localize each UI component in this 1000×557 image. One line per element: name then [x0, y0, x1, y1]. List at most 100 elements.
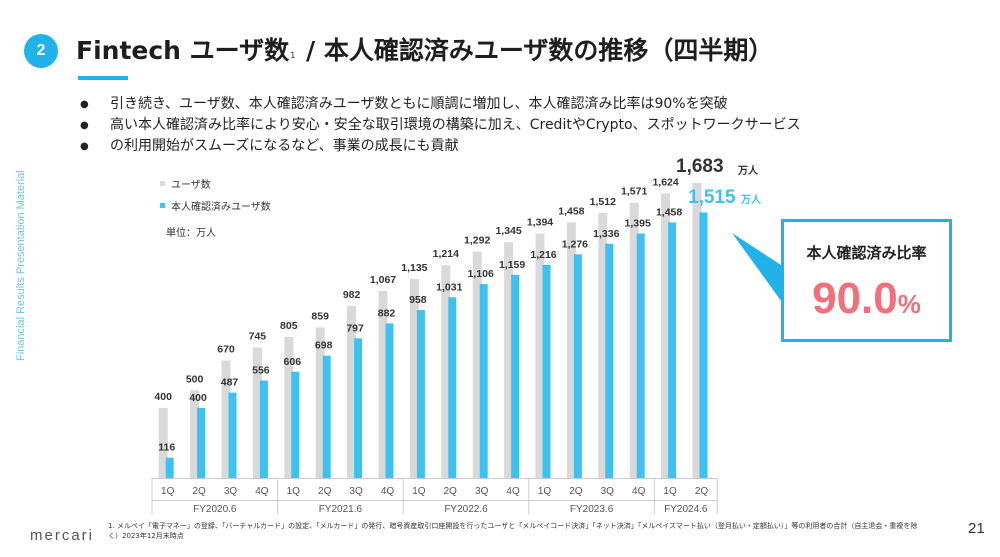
mercari-logo: mercari [30, 527, 95, 544]
bullet-continuation-text: の利用開始がスムーズになるなど、事業の成長にも貢献 [110, 138, 459, 154]
page-number: 21 [968, 520, 985, 537]
bullet-item-continuation: の利用開始がスムーズになるなど、事業の成長にも貢献 [80, 136, 801, 157]
x-tick-label: 1Q [412, 486, 426, 497]
data-label-verified: 797 [346, 322, 364, 334]
bar-verified [165, 457, 174, 478]
x-tick-label: 1Q [161, 486, 175, 497]
fiscal-year-label: FY2021.6 [319, 504, 363, 515]
x-tick-label: 3Q [224, 486, 238, 497]
data-label-users: 805 [280, 320, 298, 332]
fiscal-year-label: FY2022.6 [444, 504, 488, 515]
data-label-verified: 116 [158, 442, 175, 454]
data-label-users: 982 [343, 289, 361, 301]
bar-verified [259, 380, 268, 478]
x-tick-label: 2Q [318, 486, 332, 497]
bar-verified [699, 212, 708, 478]
data-label-verified: 1,159 [499, 259, 525, 271]
bar-users [504, 242, 514, 478]
data-label-verified: 698 [315, 340, 333, 352]
bar-verified [668, 222, 677, 478]
callout-value: 90.0% [784, 274, 949, 324]
data-label-verified: 1,336 [593, 228, 619, 240]
bar-verified [605, 243, 614, 478]
data-label-verified: 1,395 [625, 217, 651, 229]
x-tick-label: 3Q [475, 486, 489, 497]
bar-users [692, 182, 702, 479]
legend-swatch-verified [160, 203, 165, 208]
data-label-users: 1,624 [652, 176, 678, 188]
fiscal-year-label: FY2020.6 [193, 504, 237, 515]
fiscal-year-label: FY2024.6 [664, 504, 708, 515]
data-label-users: 1,214 [433, 248, 459, 260]
legend-label-verified: 本人確認済みユーザ数 [171, 200, 271, 213]
data-label-users: 1,345 [495, 225, 521, 237]
callout-unit: % [897, 289, 921, 319]
x-tick-label: 4Q [506, 486, 520, 497]
data-label-verified: 1,031 [436, 281, 462, 293]
bar-users [378, 290, 388, 478]
legend-label-users: ユーザ数 [171, 178, 211, 191]
bar-verified [291, 371, 300, 478]
data-label-users: 1,394 [527, 217, 553, 229]
bar-verified [573, 254, 582, 478]
data-label-users: 1,458 [558, 205, 584, 217]
bar-users [158, 407, 168, 478]
data-label-verified: 400 [189, 392, 207, 404]
title-note-mark: 1 [290, 51, 296, 60]
x-tick-label: 1Q [663, 486, 677, 497]
x-tick-label: 2Q [192, 486, 206, 497]
bullet-item: 引き続き、ユーザ数、本人確認済みユーザ数ともに順調に増加し、本人確認済み比率は9… [80, 94, 801, 115]
x-tick-label: 3Q [601, 486, 615, 497]
data-label-users: 1,067 [370, 274, 396, 286]
bar-verified [542, 264, 551, 478]
bar-users [252, 347, 262, 478]
x-tick-label: 3Q [349, 486, 363, 497]
data-label-verified: 958 [409, 294, 427, 306]
data-label-verified: 487 [221, 377, 239, 389]
title-main: Fintech ユーザ数 [76, 36, 290, 65]
bullet-list: 引き続き、ユーザ数、本人確認済みユーザ数ともに順調に増加し、本人確認済み比率は9… [80, 94, 801, 157]
data-label-verified: 1,106 [468, 268, 494, 280]
data-label-verified: 882 [378, 307, 396, 319]
bar-users [190, 390, 200, 478]
bar-verified [448, 297, 457, 478]
callout-title: 本人確認済み比率 [806, 244, 927, 262]
data-label-users-highlight: 1,683 [676, 156, 724, 177]
bar-verified [416, 310, 425, 478]
bar-users [566, 222, 576, 478]
bar-verified [322, 355, 331, 478]
data-label-verified: 1,276 [562, 238, 588, 250]
data-label-verified: 1,216 [530, 249, 556, 261]
x-tick-label: 1Q [287, 486, 301, 497]
bar-verified [354, 338, 363, 478]
bar-verified [228, 392, 237, 478]
data-label-verified: 1,458 [656, 206, 682, 218]
callout-arrow-shape [732, 233, 784, 305]
bar-users [535, 233, 545, 478]
data-label-verified: 606 [284, 356, 302, 368]
bar-users [441, 265, 451, 478]
bar-users [661, 193, 671, 478]
bar-users [315, 327, 325, 478]
bar-users [347, 305, 357, 478]
data-label-users: 670 [217, 344, 235, 356]
footnote: 1. メルペイ「電子マネー」の登録、「バーチャルカード」の設定、「メルカード」の… [108, 522, 918, 540]
data-label-users: 1,512 [590, 196, 616, 208]
data-label-verified: 556 [252, 365, 270, 377]
callout-arrow [732, 233, 784, 305]
x-tick-label: 4Q [632, 486, 646, 497]
x-tick-label: 1Q [538, 486, 552, 497]
x-tick-label: 2Q [695, 486, 709, 497]
data-label-users: 500 [186, 373, 204, 385]
ratio-callout: 本人確認済み比率 90.0% [781, 219, 952, 342]
unit-verified-highlight: 万人 [740, 193, 762, 206]
unit-users-highlight: 万人 [737, 164, 759, 177]
section-number-badge: 2 [24, 34, 58, 68]
callout-number: 90.0 [812, 274, 898, 323]
bar-verified [511, 274, 520, 478]
x-tick-label: 2Q [444, 486, 458, 497]
data-label-users: 1,292 [464, 235, 490, 247]
bar-verified [636, 233, 645, 478]
data-label-verified-highlight: 1,515 [688, 187, 736, 208]
